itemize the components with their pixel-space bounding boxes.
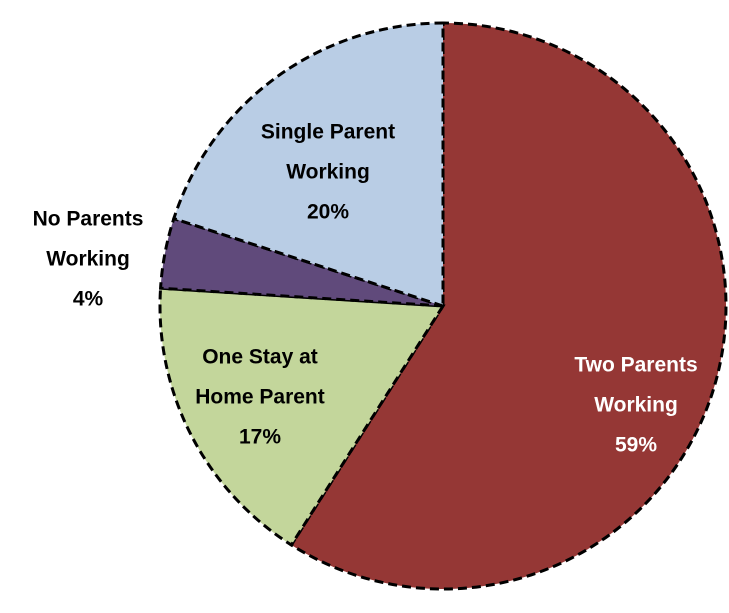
slice-value-label: 20% bbox=[307, 201, 349, 224]
slice-label: One Stay at bbox=[202, 346, 318, 369]
pie-slice bbox=[171, 21, 445, 309]
slice-value-label: 17% bbox=[239, 426, 281, 449]
slice-label: Working bbox=[286, 161, 370, 184]
slice-value-label: 4% bbox=[73, 288, 104, 311]
slice-label: Home Parent bbox=[195, 386, 325, 409]
slice-value-label: 59% bbox=[615, 434, 657, 457]
slice-label: Working bbox=[594, 394, 678, 417]
slice-label: Two Parents bbox=[574, 354, 697, 377]
slice-label: Single Parent bbox=[261, 121, 395, 144]
pie-slice bbox=[158, 286, 446, 548]
slice-label: No Parents bbox=[33, 208, 144, 231]
pie-slice bbox=[289, 21, 728, 591]
slice-label: Working bbox=[46, 248, 130, 271]
